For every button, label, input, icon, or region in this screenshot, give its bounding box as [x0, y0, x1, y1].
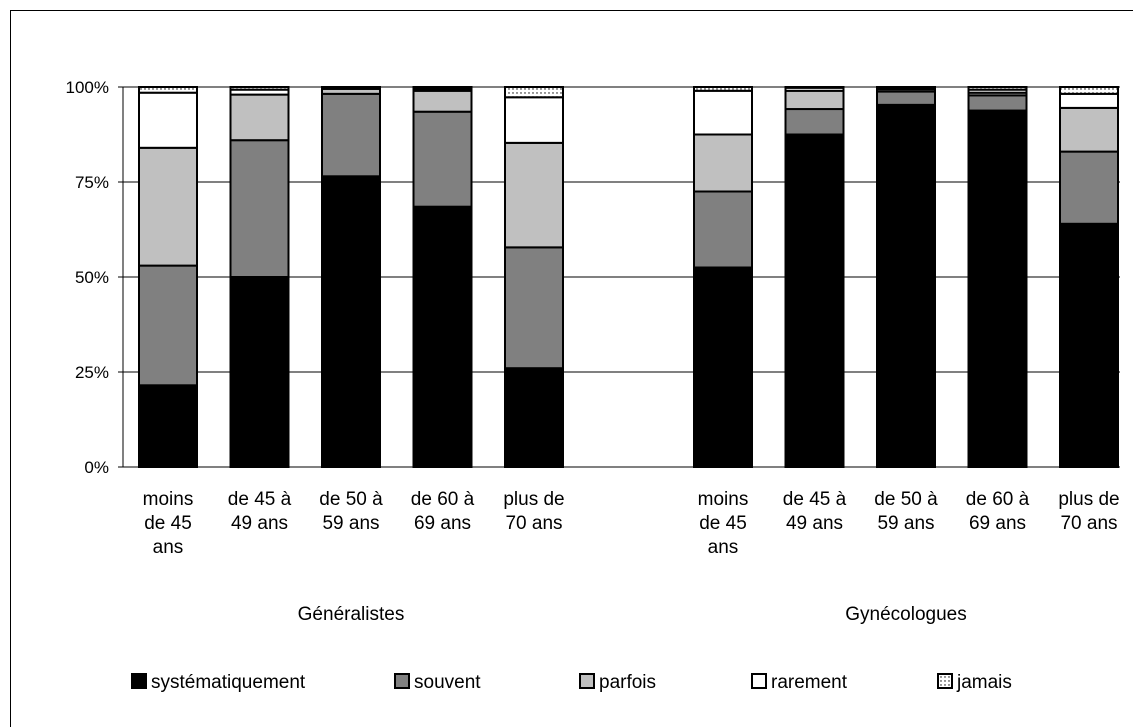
y-tick-label: 75% [75, 173, 109, 192]
axis-labels: 0% 25% 50% 75% 100% moins de 45 ans de 45 à 49 an… [66, 78, 1120, 625]
legend: systématiquement souvent parfois rarement ja… [131, 672, 1012, 693]
bar-segment [693, 266, 753, 468]
y-tick-label: 50% [75, 268, 109, 287]
bar-segment [229, 139, 290, 278]
legend-label: parfois [599, 672, 656, 693]
legend-swatch [751, 673, 767, 689]
bar-segment [784, 86, 845, 89]
bar-segment [504, 96, 564, 144]
bar-segment [321, 92, 381, 178]
bar-segment [504, 141, 564, 249]
axes [118, 86, 1120, 468]
bars [138, 86, 1119, 469]
bar-segment [504, 367, 564, 469]
bar-segment [784, 89, 845, 111]
legend-label: rarement [771, 672, 848, 693]
legend-swatch [131, 673, 147, 689]
bar-segment [876, 86, 936, 90]
bar-segment [138, 146, 198, 267]
y-tick-label: 25% [75, 363, 109, 382]
bar-segment [229, 276, 290, 468]
bar-segment [504, 86, 564, 99]
legend-swatch [937, 673, 953, 689]
bar-segment [1059, 92, 1119, 109]
bar-segment [321, 86, 381, 89]
bar-segment [504, 246, 564, 370]
bar-segment [412, 89, 473, 113]
bar-segment [784, 108, 845, 136]
x-tick-label: moins de 45 ans [698, 489, 749, 558]
y-tick-label: 100% [66, 78, 109, 97]
bar-segment [693, 89, 753, 136]
bar-segment [138, 91, 198, 149]
bar-segment [229, 93, 290, 142]
x-tick-label: de 50 à 59 ans [319, 489, 383, 534]
bar-segment [1059, 222, 1119, 468]
bar-segment [967, 94, 1028, 112]
y-tick-label: 0% [84, 458, 109, 477]
bar-segment [138, 384, 198, 468]
legend-label: systématiquement [151, 672, 306, 693]
bar-segment [967, 109, 1028, 468]
x-tick-label: moins de 45 ans [143, 489, 194, 558]
legend-swatch [394, 673, 410, 689]
bar-segment [321, 175, 381, 469]
x-tick-label: de 60 à 69 ans [411, 489, 475, 534]
bar-segment [784, 133, 845, 468]
bar-segment [693, 190, 753, 269]
x-tick-label: de 45 à 49 ans [783, 489, 847, 534]
chart-frame [10, 10, 1133, 727]
bar-segment [693, 86, 753, 92]
x-tick-label: de 50 à 59 ans [874, 489, 938, 534]
legend-label: souvent [414, 672, 481, 693]
x-tick-label: de 45 à 49 ans [228, 489, 292, 534]
legend-label: jamais [956, 672, 1012, 693]
bar-segment [1059, 86, 1119, 95]
bar-segment [138, 264, 198, 387]
bar-segment [412, 110, 473, 208]
x-tick-label: plus de 70 ans [1058, 489, 1119, 534]
bar-segment [138, 86, 198, 94]
bar-segment [876, 103, 936, 469]
group-label: Généralistes [298, 604, 405, 625]
bar-segment [412, 205, 473, 468]
bar-segment [876, 90, 936, 106]
bar-segment [412, 86, 473, 90]
bar-segment [229, 86, 290, 91]
bar-segment [1059, 106, 1119, 153]
x-tick-label: plus de 70 ans [503, 489, 564, 534]
legend-swatch [579, 673, 595, 689]
group-label: Gynécologues [845, 604, 966, 625]
bar-segment [693, 133, 753, 193]
bar-segment [967, 86, 1028, 91]
x-tick-label: de 60 à 69 ans [966, 489, 1030, 534]
bar-segment [1059, 150, 1119, 225]
